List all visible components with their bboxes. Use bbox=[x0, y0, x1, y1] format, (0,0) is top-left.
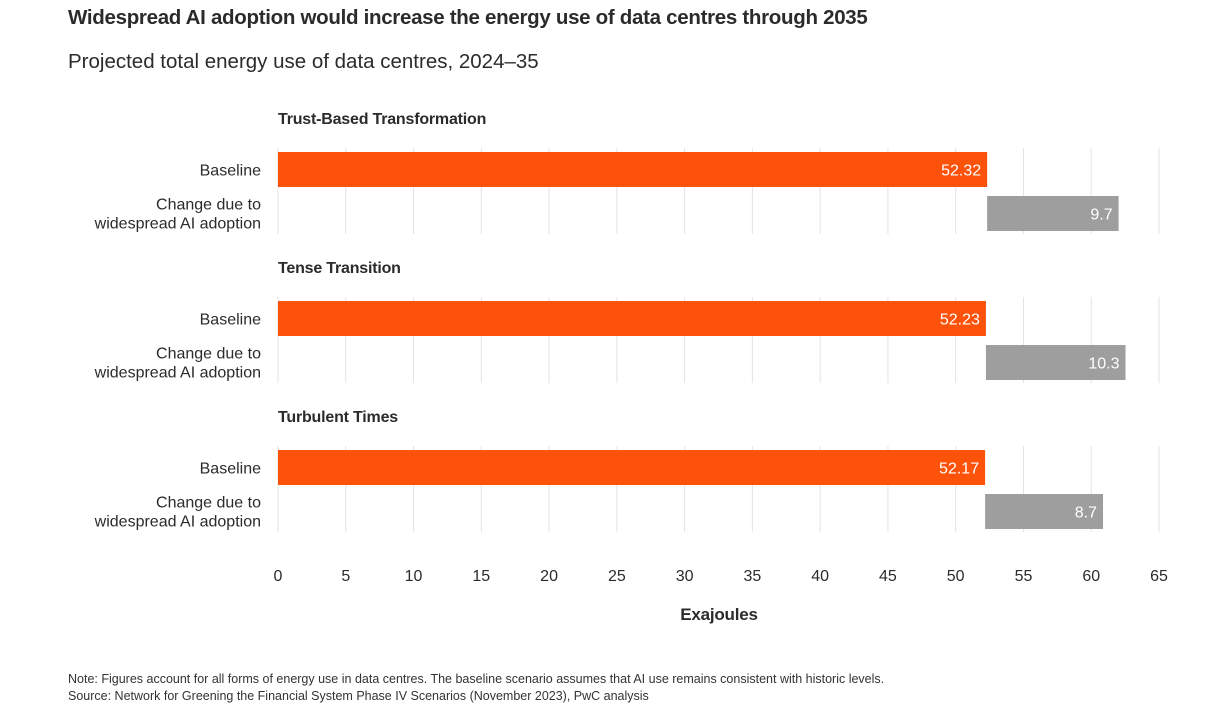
change-bar bbox=[987, 196, 1119, 231]
chart-footnotes: Note: Figures account for all forms of e… bbox=[68, 671, 884, 705]
change-bar bbox=[985, 345, 1126, 380]
baseline-bar bbox=[278, 301, 986, 336]
x-tick-label: 20 bbox=[540, 568, 558, 585]
x-tick-label: 10 bbox=[405, 568, 423, 585]
x-axis-title: Exajoules bbox=[680, 605, 758, 624]
x-tick-label: 40 bbox=[811, 568, 829, 585]
x-tick-label: 50 bbox=[947, 568, 965, 585]
x-tick-label: 55 bbox=[1015, 568, 1033, 585]
row-label-change-line1: Change due to bbox=[156, 495, 261, 512]
row-label-change: Change due to widespread AI adoption bbox=[94, 495, 261, 531]
note-text: Note: Figures account for all forms of e… bbox=[68, 672, 885, 686]
x-tick-label: 65 bbox=[1150, 568, 1168, 585]
baseline-value-label: 52.23 bbox=[940, 312, 980, 329]
row-label-change: Change due to widespread AI adoption bbox=[94, 197, 261, 233]
baseline-value-label: 52.17 bbox=[939, 461, 979, 478]
baseline-bar bbox=[278, 450, 986, 485]
group-title: Turbulent Times bbox=[278, 409, 398, 426]
x-tick-label: 0 bbox=[274, 568, 283, 585]
x-tick-label: 60 bbox=[1082, 568, 1100, 585]
group-title: Tense Transition bbox=[278, 260, 401, 277]
row-label-change: Change due to widespread AI adoption bbox=[94, 346, 261, 382]
energy-bar-chart: Trust-Based Transformation 52.32 9.7 Baseli… bbox=[94, 111, 1168, 624]
row-label-baseline: Baseline bbox=[200, 312, 261, 329]
chart-title: Widespread AI adoption would increase th… bbox=[68, 6, 868, 29]
baseline-value-label: 52.32 bbox=[941, 163, 981, 180]
change-value-label: 10.3 bbox=[1088, 356, 1119, 373]
chart-subtitle: Projected total energy use of data centr… bbox=[68, 50, 539, 73]
change-value-label: 8.7 bbox=[1075, 505, 1097, 522]
x-tick-label: 15 bbox=[472, 568, 490, 585]
baseline-bar bbox=[278, 152, 988, 187]
change-value-label: 9.7 bbox=[1090, 207, 1112, 224]
row-label-baseline: Baseline bbox=[200, 461, 261, 478]
row-label-change-line1: Change due to bbox=[156, 346, 261, 363]
source-text: Source: Network for Greening the Financi… bbox=[68, 689, 649, 703]
x-tick-label: 45 bbox=[879, 568, 897, 585]
row-label-change-line2: widespread AI adoption bbox=[94, 514, 261, 531]
x-tick-label: 5 bbox=[341, 568, 350, 585]
x-tick-label: 30 bbox=[676, 568, 694, 585]
change-bar bbox=[985, 494, 1104, 529]
row-label-change-line2: widespread AI adoption bbox=[94, 216, 261, 233]
row-label-baseline: Baseline bbox=[200, 163, 261, 180]
x-tick-label: 25 bbox=[608, 568, 626, 585]
row-label-change-line2: widespread AI adoption bbox=[94, 365, 261, 382]
row-label-change-line1: Change due to bbox=[156, 197, 261, 214]
group-title: Trust-Based Transformation bbox=[278, 111, 486, 128]
x-tick-label: 35 bbox=[743, 568, 761, 585]
